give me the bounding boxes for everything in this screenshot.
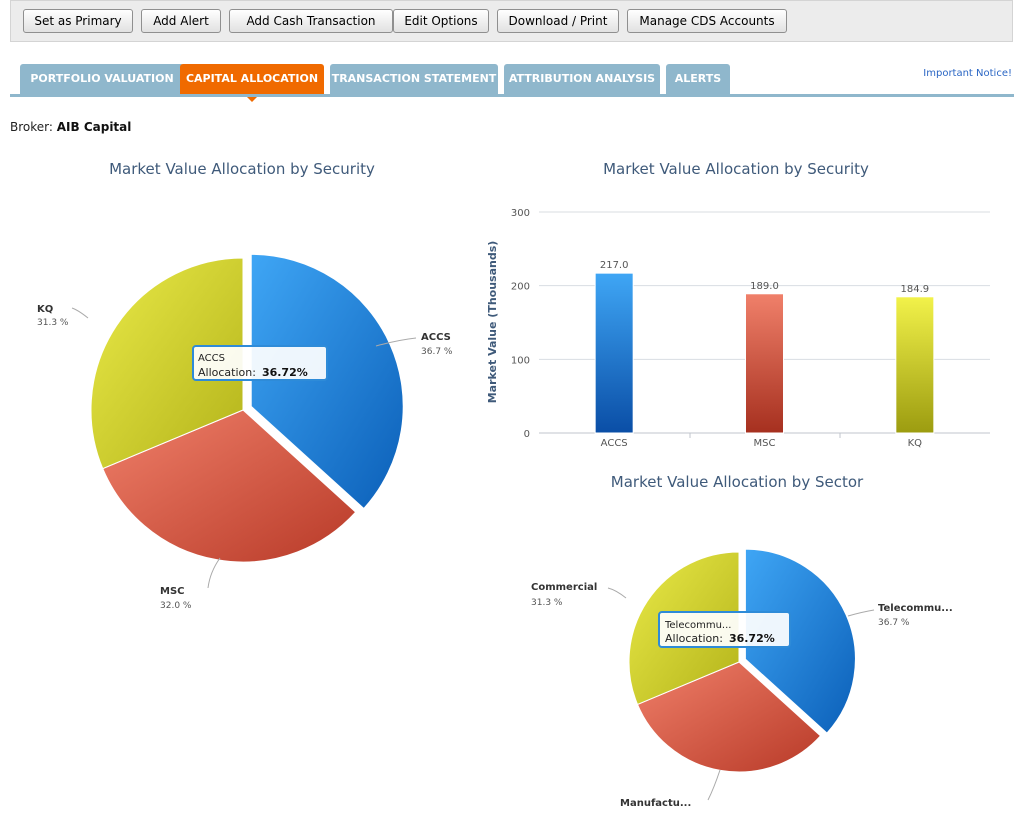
tab-underline bbox=[10, 94, 1014, 97]
pie-pct-msc: 32.0 % bbox=[160, 601, 192, 611]
pie-label-accs: ACCS bbox=[421, 332, 451, 343]
add-alert-button[interactable]: Add Alert bbox=[141, 9, 221, 33]
leader-line-kq bbox=[71, 307, 89, 319]
pie-security-title: Market Value Allocation by Security bbox=[109, 160, 375, 178]
tab-alerts[interactable]: ALERTS bbox=[666, 64, 730, 94]
bar-security-title: Market Value Allocation by Security bbox=[603, 160, 869, 178]
tooltip-allocation: Allocation: 36.72% bbox=[198, 366, 308, 379]
edit-options-button[interactable]: Edit Options bbox=[393, 9, 489, 33]
tooltip-name: Telecommu... bbox=[664, 620, 731, 631]
tab-transaction-statement[interactable]: TRANSACTION STATEMENT bbox=[330, 64, 498, 94]
bar-kq[interactable] bbox=[895, 296, 935, 434]
bar-y-ticks: 0 100 200 300 bbox=[511, 208, 530, 440]
important-notice-link[interactable]: Important Notice! bbox=[923, 68, 1012, 79]
pie-label-telecom: Telecommu... bbox=[878, 603, 953, 614]
bar-chart-security: Market Value Allocation by Security Mark… bbox=[486, 160, 990, 449]
tooltip-name: ACCS bbox=[198, 353, 225, 364]
leader-line-accs bbox=[375, 337, 417, 347]
pie-security-tooltip: ACCS Allocation: 36.72% bbox=[192, 345, 328, 381]
pie-slice-telecommunication[interactable] bbox=[744, 548, 856, 734]
bar-y-axis-label: Market Value (Thousands) bbox=[486, 241, 499, 404]
tooltip-allocation: Allocation: 36.72% bbox=[665, 632, 775, 645]
bar-marks: 217.0 ACCS 189.0 MSC 184.9 KQ bbox=[594, 260, 935, 449]
pie-chart-security: Market Value Allocation by Security ACCS… bbox=[37, 160, 453, 611]
bar-accs[interactable] bbox=[594, 272, 634, 434]
tab-attribution-analysis[interactable]: ATTRIBUTION ANALYSIS bbox=[504, 64, 660, 94]
pie-label-commercial: Commercial bbox=[531, 582, 597, 593]
pie-chart-sector: Market Value Allocation by Sector Teleco… bbox=[531, 473, 953, 809]
tab-bar: PORTFOLIO VALUATION CAPITAL ALLOCATION T… bbox=[10, 62, 1014, 102]
pie-sector-tooltip: Telecommu... Allocation: 36.72% bbox=[658, 611, 791, 648]
y-tick-label: 300 bbox=[511, 208, 530, 219]
manage-cds-accounts-button[interactable]: Manage CDS Accounts bbox=[627, 9, 787, 33]
pie-pct-telecom: 36.7 % bbox=[878, 618, 910, 628]
x-tick-label: ACCS bbox=[601, 438, 628, 449]
bar-value-label: 217.0 bbox=[600, 260, 629, 271]
tab-portfolio-valuation[interactable]: PORTFOLIO VALUATION bbox=[20, 64, 184, 94]
pie-pct-commercial: 31.3 % bbox=[531, 598, 563, 608]
bar-msc[interactable] bbox=[745, 293, 784, 434]
broker-name: AIB Capital bbox=[56, 120, 132, 134]
y-tick-label: 0 bbox=[524, 429, 530, 440]
broker-info: Broker: AIB Capital bbox=[10, 120, 131, 134]
pie-slice-kq[interactable] bbox=[90, 257, 244, 470]
tab-capital-allocation[interactable]: CAPITAL ALLOCATION bbox=[180, 64, 324, 102]
y-tick-label: 200 bbox=[511, 282, 530, 293]
pie-slice-msc[interactable] bbox=[102, 409, 357, 563]
broker-label: Broker: bbox=[10, 120, 53, 134]
x-tick-label: KQ bbox=[908, 438, 923, 449]
pie-pct-kq: 31.3 % bbox=[37, 318, 69, 328]
pie-label-manufacturing: Manufactu... bbox=[620, 798, 691, 809]
x-tick-label: MSC bbox=[754, 438, 776, 449]
download-print-button[interactable]: Download / Print bbox=[497, 9, 619, 33]
pie-pct-accs: 36.7 % bbox=[421, 347, 453, 357]
bar-value-label: 184.9 bbox=[901, 284, 930, 295]
leader-line-msc bbox=[207, 557, 221, 589]
bar-value-label: 189.0 bbox=[750, 281, 779, 292]
pie-label-kq: KQ bbox=[37, 304, 53, 315]
y-tick-label: 100 bbox=[511, 355, 530, 366]
pie-sector-title: Market Value Allocation by Sector bbox=[611, 473, 864, 491]
leader-line-telecom bbox=[847, 609, 875, 617]
set-as-primary-button[interactable]: Set as Primary bbox=[23, 9, 133, 33]
leader-line-commercial bbox=[607, 587, 627, 599]
pie-slice-accs[interactable] bbox=[250, 253, 404, 510]
leader-line-manufacturing bbox=[707, 769, 721, 801]
add-cash-transaction-button[interactable]: Add Cash Transaction bbox=[229, 9, 393, 33]
pie-label-msc: MSC bbox=[160, 586, 185, 597]
toolbar: Set as Primary Add Alert Add Cash Transa… bbox=[10, 0, 1013, 42]
